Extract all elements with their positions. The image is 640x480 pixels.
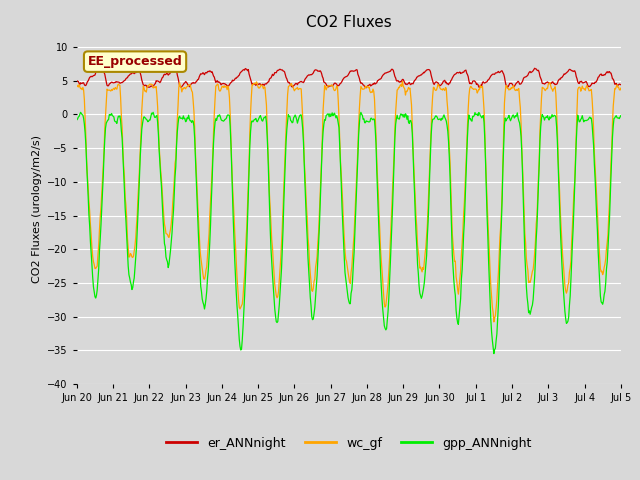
Y-axis label: CO2 Fluxes (urology/m2/s): CO2 Fluxes (urology/m2/s) bbox=[31, 135, 42, 283]
Legend: er_ANNnight, wc_gf, gpp_ANNnight: er_ANNnight, wc_gf, gpp_ANNnight bbox=[161, 432, 536, 455]
Text: EE_processed: EE_processed bbox=[88, 55, 182, 68]
Line: wc_gf: wc_gf bbox=[77, 81, 621, 322]
Line: er_ANNnight: er_ANNnight bbox=[77, 68, 621, 88]
Title: CO2 Fluxes: CO2 Fluxes bbox=[306, 15, 392, 30]
Line: gpp_ANNnight: gpp_ANNnight bbox=[77, 112, 621, 354]
